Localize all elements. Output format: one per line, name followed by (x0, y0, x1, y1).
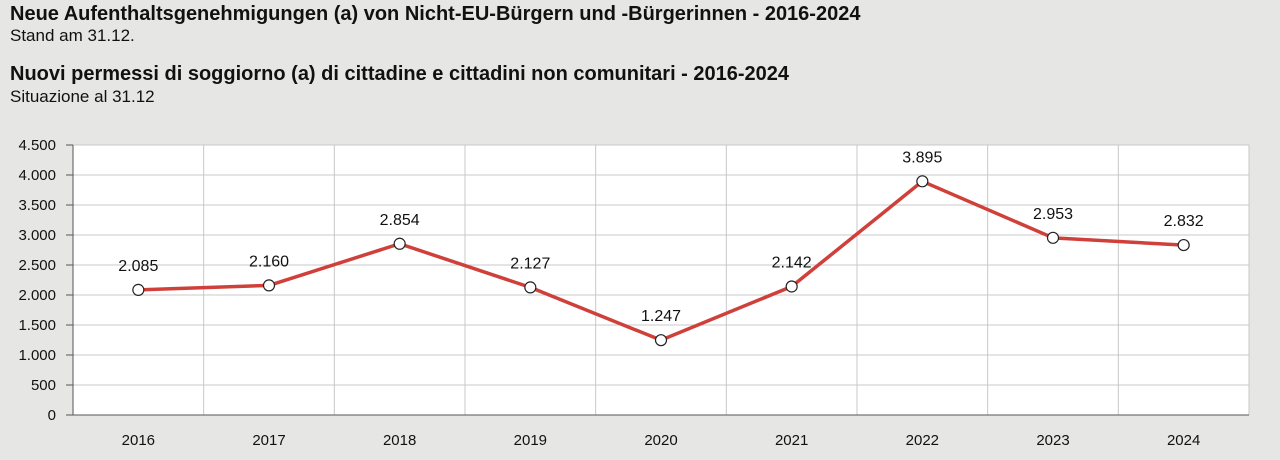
x-tick-label: 2019 (514, 432, 547, 449)
data-point (132, 283, 145, 296)
chart-title-italian: Nuovi permessi di soggiorno (a) di citta… (10, 63, 790, 85)
x-tick-label: 2021 (775, 432, 808, 449)
x-tick-label: 2017 (252, 432, 285, 449)
data-label: 2.127 (510, 255, 550, 272)
data-label: 2.085 (118, 258, 158, 275)
y-tick-label: 3.000 (18, 227, 56, 244)
data-label: 2.142 (772, 254, 812, 271)
x-tick-label: 2024 (1167, 432, 1200, 449)
y-tick-label: 1.500 (18, 317, 56, 334)
data-point (524, 281, 537, 294)
y-tick-label: 0 (48, 407, 56, 424)
data-label: 2.160 (249, 253, 289, 270)
y-tick-label: 2.500 (18, 257, 56, 274)
chart-subtitle-german: Stand am 31.12. (10, 26, 135, 45)
y-tick-label: 1.000 (18, 347, 56, 364)
x-tick-label: 2016 (122, 432, 155, 449)
y-tick-label: 3.500 (18, 197, 56, 214)
plot-area (73, 145, 1249, 415)
x-tick-label: 2018 (383, 432, 416, 449)
data-point (785, 280, 798, 293)
x-tick-label: 2020 (644, 432, 677, 449)
data-label: 1.247 (641, 308, 681, 325)
data-label: 3.895 (902, 149, 942, 166)
data-label: 2.854 (380, 212, 420, 229)
x-tick-label: 2022 (906, 432, 939, 449)
y-tick-label: 4.500 (18, 137, 56, 154)
y-tick-label: 500 (31, 377, 56, 394)
data-label: 2.832 (1164, 213, 1204, 230)
chart-title-german: Neue Aufenthaltsgenehmigungen (a) von Ni… (10, 3, 861, 25)
data-point (1177, 238, 1190, 252)
data-point (262, 279, 276, 292)
data-label: 2.953 (1033, 206, 1073, 223)
data-point (1046, 231, 1060, 244)
data-point (654, 334, 668, 347)
data-point (393, 237, 406, 250)
chart-subtitle-italian: Situazione al 31.12 (10, 87, 155, 106)
y-tick-label: 2.000 (18, 287, 56, 304)
data-point (916, 175, 929, 188)
x-tick-label: 2023 (1036, 432, 1069, 449)
y-tick-label: 4.000 (18, 167, 56, 184)
